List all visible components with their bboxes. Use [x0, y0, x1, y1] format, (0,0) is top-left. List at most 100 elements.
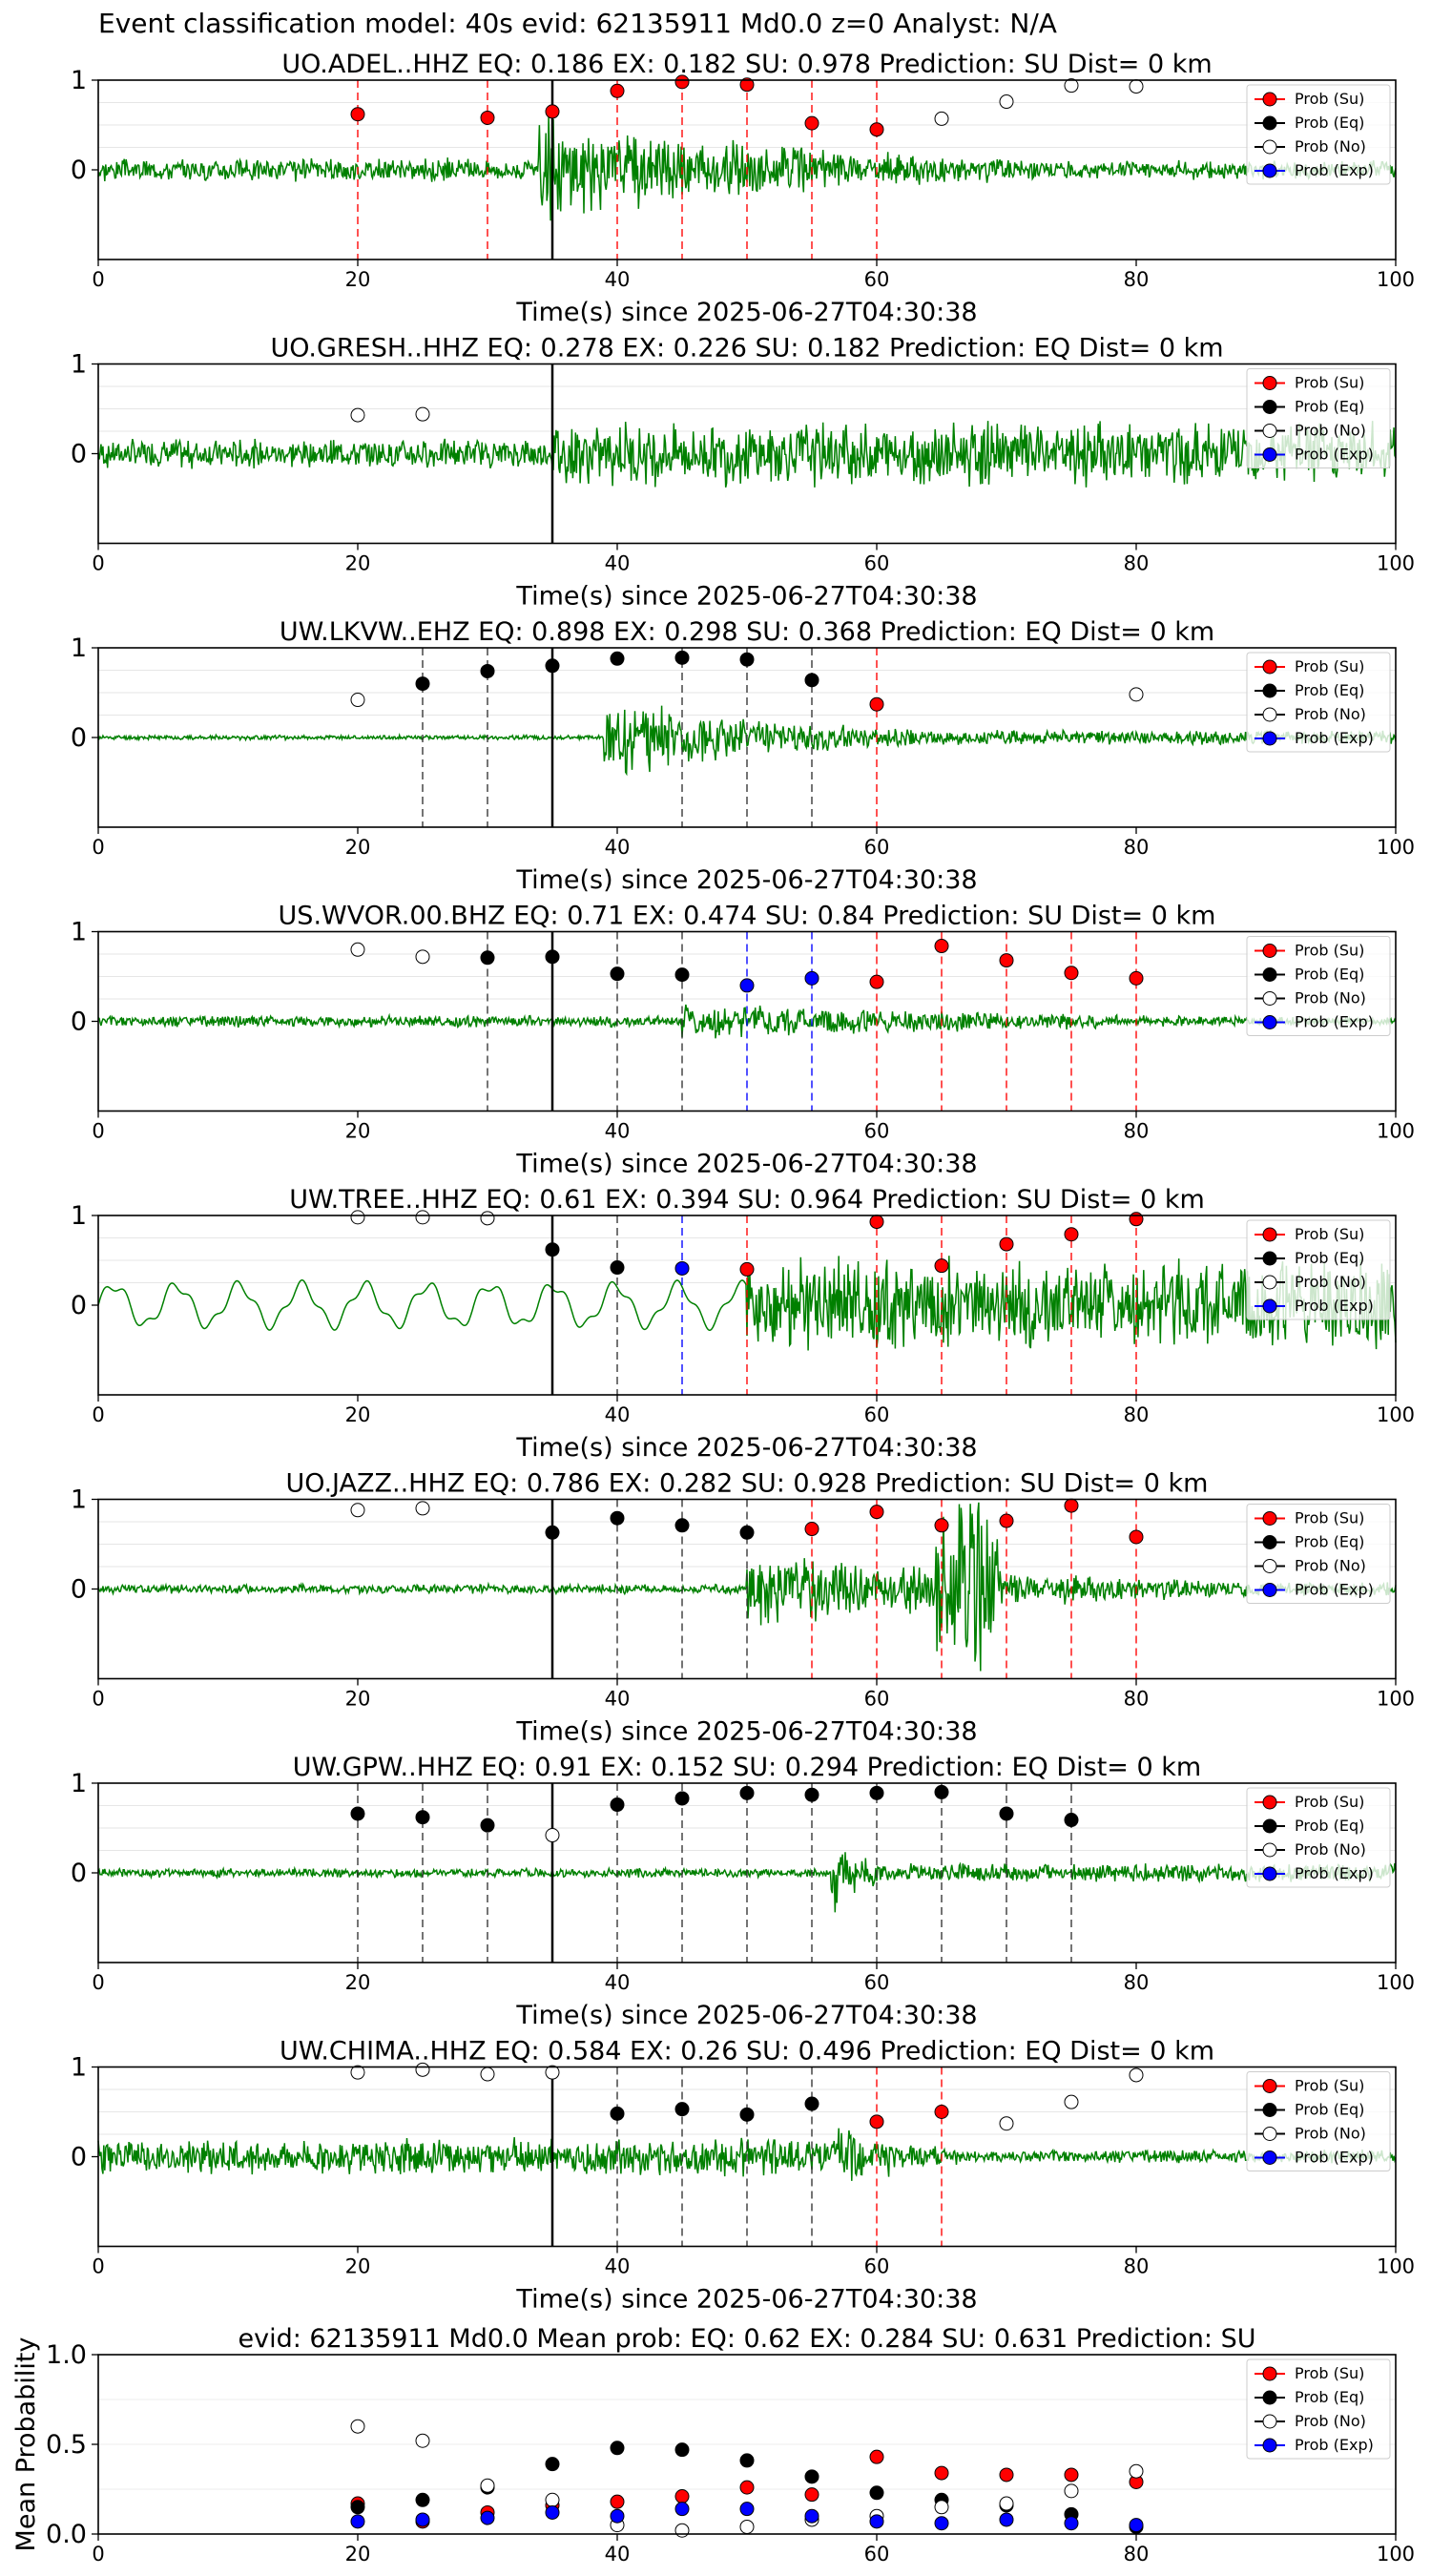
x-tick-label: 40	[605, 1971, 631, 1994]
mean-point-exp	[674, 2502, 690, 2517]
prob-point-eq	[480, 950, 495, 966]
x-axis-label: Time(s) since 2025-06-27T04:30:38	[515, 1433, 977, 1463]
x-tick-label: 0	[92, 836, 104, 859]
y-tick-label: 0.5	[46, 2430, 87, 2460]
legend-label: Prob (Exp)	[1295, 1013, 1374, 1031]
x-tick-label: 20	[345, 1120, 371, 1143]
prob-point-no	[415, 949, 430, 965]
legend-marker	[1262, 659, 1277, 675]
mean-point-su	[934, 2465, 949, 2481]
legend-marker	[1262, 731, 1277, 746]
prob-point-eq	[415, 676, 430, 692]
mean-point-su	[674, 2489, 690, 2504]
prob-point-eq	[610, 2106, 625, 2121]
y-tick-label: 1	[71, 634, 87, 663]
prob-point-su	[804, 1522, 819, 1537]
legend-label: Prob (Exp)	[1295, 161, 1374, 179]
legend-box	[1246, 936, 1391, 1036]
legend-label: Prob (Su)	[1295, 374, 1364, 392]
legend-label: Prob (No)	[1295, 705, 1366, 723]
legend-marker	[1262, 2438, 1277, 2453]
x-tick-label: 0	[92, 1971, 104, 1994]
x-tick-label: 60	[864, 1403, 890, 1426]
mean-point-su	[1064, 2467, 1079, 2483]
x-tick-label: 60	[864, 2543, 890, 2566]
mean-point-su	[999, 2467, 1014, 2483]
legend-marker	[1262, 1583, 1277, 1597]
prob-point-su	[869, 2114, 884, 2129]
x-tick-label: 60	[864, 1971, 890, 1994]
prob-point-su	[1129, 1212, 1144, 1227]
prob-point-su	[934, 1258, 949, 1274]
x-tick-label: 20	[345, 1688, 371, 1711]
prob-point-no	[1129, 687, 1144, 702]
prob-point-su	[999, 953, 1014, 968]
x-tick-label: 100	[1377, 2543, 1415, 2566]
legend-marker	[1262, 1015, 1277, 1029]
legend-marker	[1262, 2103, 1277, 2117]
prob-point-eq	[674, 967, 690, 983]
legend-marker	[1262, 115, 1277, 131]
x-tick-label: 60	[864, 836, 890, 859]
legend-marker	[1262, 1842, 1277, 1858]
legend-label: Prob (No)	[1295, 1840, 1366, 1859]
prob-point-no	[1129, 79, 1144, 94]
x-tick-label: 60	[864, 552, 890, 575]
mean-point-eq	[350, 2500, 365, 2515]
legend-label: Prob (Eq)	[1295, 966, 1364, 984]
prob-point-eq	[999, 1806, 1014, 1821]
legend-marker	[1262, 1251, 1277, 1266]
legend-label: Prob (Eq)	[1295, 114, 1364, 132]
waveform-trace	[97, 421, 1397, 488]
station-panel-5: UW.TREE..HHZ EQ: 0.61 EX: 0.394 SU: 0.96…	[71, 1185, 1415, 1463]
prob-point-su	[869, 696, 884, 712]
prob-point-eq	[739, 2107, 755, 2122]
x-tick-label: 20	[345, 1971, 371, 1994]
y-tick-label: 1	[71, 350, 87, 380]
legend-label: Prob (No)	[1295, 422, 1366, 440]
panel-title: UO.GRESH..HHZ EQ: 0.278 EX: 0.226 SU: 0.…	[270, 334, 1223, 364]
legend-label: Prob (Su)	[1295, 942, 1364, 960]
mean-point-eq	[415, 2492, 430, 2507]
x-axis-label: Time(s) since 2025-06-27T04:30:38	[515, 582, 977, 612]
mean-point-no	[934, 2500, 949, 2515]
legend-box	[1246, 2358, 1391, 2460]
x-tick-label: 20	[345, 2543, 371, 2566]
prob-point-su	[804, 115, 819, 131]
legend-marker	[1262, 1795, 1277, 1810]
mean-point-eq	[674, 2442, 690, 2458]
x-tick-label: 60	[864, 1120, 890, 1143]
x-axis-label: Time(s) since 2025-06-27T04:30:38	[515, 2285, 977, 2315]
x-tick-label: 80	[1124, 268, 1150, 291]
prob-point-su	[1064, 1498, 1079, 1513]
legend-box	[1246, 2071, 1391, 2171]
prob-point-no	[999, 2116, 1014, 2131]
prob-point-eq	[804, 673, 819, 688]
legend-label: Prob (Exp)	[1295, 2149, 1374, 2167]
mean-point-no	[1129, 2463, 1144, 2479]
prob-point-eq	[545, 1242, 560, 1257]
mean-point-no	[350, 2419, 365, 2434]
x-tick-label: 40	[605, 1403, 631, 1426]
x-tick-label: 100	[1377, 552, 1415, 575]
panel-title: UW.LKVW..EHZ EQ: 0.898 EX: 0.298 SU: 0.3…	[280, 617, 1214, 647]
legend-label: Prob (No)	[1295, 2125, 1366, 2143]
prob-point-eq	[934, 1784, 949, 1799]
x-tick-label: 100	[1377, 836, 1415, 859]
x-tick-label: 80	[1124, 1403, 1150, 1426]
legend-marker	[1262, 1275, 1277, 1290]
legend-label: Prob (Eq)	[1295, 1817, 1364, 1835]
legend-marker	[1262, 1511, 1277, 1526]
prob-point-su	[1129, 1529, 1144, 1545]
prob-point-no	[1129, 2067, 1144, 2083]
mean-point-su	[739, 2480, 755, 2495]
x-tick-label: 100	[1377, 1120, 1415, 1143]
panel-title: UO.JAZZ..HHZ EQ: 0.786 EX: 0.282 SU: 0.9…	[286, 1469, 1209, 1499]
legend-box	[1246, 368, 1391, 468]
mean-point-no	[1064, 2483, 1079, 2499]
station-panel-1: UO.ADEL..HHZ EQ: 0.186 EX: 0.182 SU: 0.9…	[71, 50, 1415, 327]
mean-point-exp	[869, 2514, 884, 2529]
station-panel-7: UW.GPW..HHZ EQ: 0.91 EX: 0.152 SU: 0.294…	[71, 1753, 1415, 2030]
legend-label: Prob (Exp)	[1295, 1297, 1374, 1315]
prob-point-eq	[869, 1785, 884, 1800]
